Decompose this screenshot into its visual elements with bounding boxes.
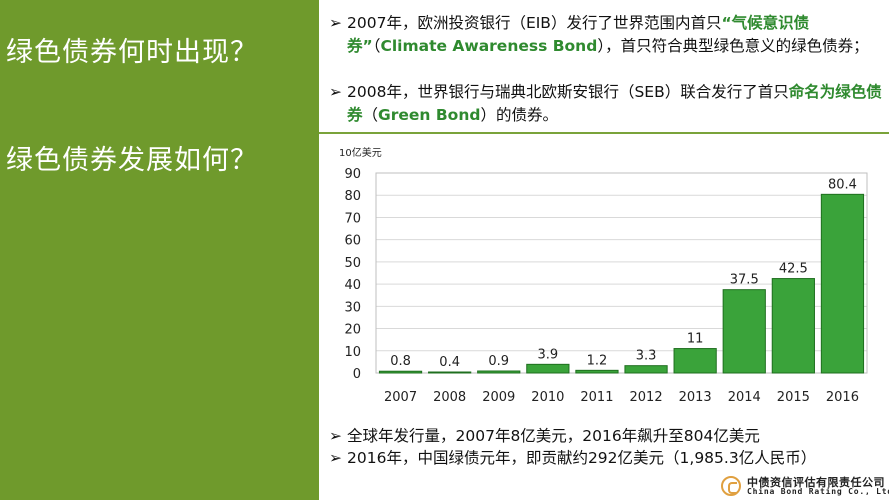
logo-mark-icon — [721, 476, 741, 496]
highlight-green-bond-cn: 命名为绿色债券 — [347, 83, 882, 124]
bar — [477, 370, 521, 374]
issuance-bar-chart: 10亿美元 0 10 20 30 40 50 60 70 80 90 0.8 2007 0.4 2008 0.… — [339, 146, 868, 405]
highlight-green-bond-en: Green Bond — [378, 106, 481, 124]
question-how-developed: 绿色债券发展如何？ — [6, 145, 258, 176]
y-tick-label: 20 — [344, 323, 361, 338]
y-tick-label: 10 — [344, 345, 361, 360]
left-panel: 绿色债券何时出现？ 绿色债券发展如何？ — [0, 0, 319, 500]
bullet-text: 2016年，中国绿债元年，即贡献约292亿美元（1,985.3亿人民币） — [347, 449, 817, 467]
bullet-china-2016: ➢ 2016年，中国绿债元年，即贡献约292亿美元（1,985.3亿人民币） — [329, 447, 885, 470]
bar-value-label: 0.4 — [439, 355, 460, 370]
arrow-bullet-icon: ➢ — [329, 83, 342, 101]
x-tick-label: 2016 — [826, 390, 859, 405]
y-tick-label: 90 — [344, 167, 361, 182]
bar — [624, 365, 668, 374]
x-tick-label: 2015 — [777, 390, 810, 405]
bar-value-label: 42.5 — [779, 262, 808, 277]
section-divider — [319, 132, 889, 134]
bullet-text: 全球年发行量，2007年8亿美元，2016年飙升至804亿美元 — [347, 427, 760, 445]
bar-value-label: 3.3 — [636, 349, 657, 364]
bullet-text: 2008年，世界银行与瑞典北欧斯安银行（SEB）联合发行了首只 — [347, 83, 789, 101]
bullet-global-issuance: ➢ 全球年发行量，2007年8亿美元，2016年飙升至804亿美元 — [329, 425, 885, 448]
highlight-climate-bond-cn: “气候意识债券” — [347, 14, 810, 55]
y-tick-label: 80 — [344, 189, 361, 204]
y-tick-label: 70 — [344, 211, 361, 226]
bar-value-label: 11 — [687, 332, 704, 347]
bullet-text: （ — [362, 106, 379, 124]
bar — [575, 369, 619, 374]
bar-value-label: 3.9 — [538, 347, 559, 362]
x-tick-label: 2009 — [482, 390, 515, 405]
bar-value-label: 0.9 — [488, 354, 509, 369]
bar-value-label: 0.8 — [390, 354, 411, 369]
bar — [722, 289, 766, 374]
y-tick-label: 0 — [353, 367, 361, 382]
bullet-2008: ➢ 2008年，世界银行与瑞典北欧斯安银行（SEB）联合发行了首只命名为绿色债券… — [329, 81, 885, 127]
x-tick-label: 2012 — [630, 390, 663, 405]
bullet-text: （ — [372, 37, 381, 55]
y-tick-label: 30 — [344, 300, 361, 315]
bar — [673, 348, 717, 374]
plot-frame — [375, 172, 868, 374]
y-axis-unit-label: 10亿美元 — [339, 146, 382, 159]
highlight-climate-bond-en: Climate Awareness Bond — [380, 37, 598, 55]
arrow-bullet-icon: ➢ — [329, 14, 342, 32]
bullet-text: 2007年，欧洲投资银行（EIB）发行了世界范围内首只 — [347, 14, 722, 32]
bar — [771, 278, 815, 374]
x-tick-label: 2007 — [384, 390, 417, 405]
bullet-2007: ➢ 2007年，欧洲投资银行（EIB）发行了世界范围内首只“气候意识债券”（Cl… — [329, 12, 885, 58]
x-tick-label: 2014 — [728, 390, 761, 405]
x-tick-label: 2010 — [531, 390, 564, 405]
y-tick-label: 60 — [344, 234, 361, 249]
x-tick-label: 2011 — [580, 390, 613, 405]
bar-value-label: 37.5 — [730, 273, 759, 288]
bar-value-label: 80.4 — [828, 177, 857, 192]
right-panel: ➢ 2007年，欧洲投资银行（EIB）发行了世界范围内首只“气候意识债券”（Cl… — [319, 0, 889, 500]
company-logo: 中债资信评估有限责任公司 China Bond Rating Co., Ltd. — [719, 472, 889, 500]
bar-value-label: 1.2 — [587, 353, 608, 368]
x-tick-label: 2008 — [433, 390, 466, 405]
question-when-appeared: 绿色债券何时出现？ — [6, 37, 258, 68]
logo-name-en: China Bond Rating Co., Ltd. — [747, 487, 889, 496]
bar — [428, 371, 472, 374]
bar — [820, 193, 865, 374]
bar — [378, 370, 423, 374]
arrow-bullet-icon: ➢ — [329, 427, 342, 445]
bar — [526, 363, 570, 374]
y-tick-label: 50 — [344, 256, 361, 271]
arrow-bullet-icon: ➢ — [329, 449, 342, 467]
y-tick-label: 40 — [344, 278, 361, 293]
bullet-text: ），首只符合典型绿色意义的绿色债券； — [597, 37, 869, 55]
bullet-text: ）的债券。 — [480, 106, 558, 124]
logo-name-cn: 中债资信评估有限责任公司 — [747, 476, 885, 489]
x-tick-label: 2013 — [679, 390, 712, 405]
